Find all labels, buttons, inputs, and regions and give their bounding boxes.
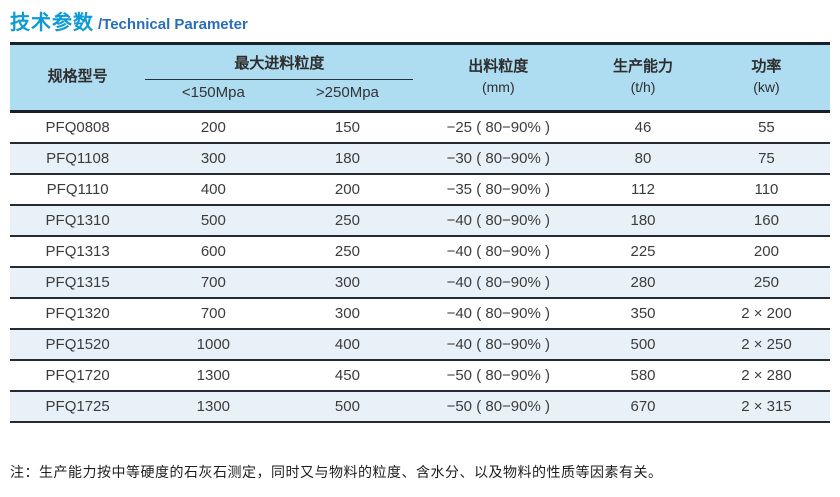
table-cell: 280: [583, 266, 703, 299]
table-row: PFQ1310 500 250 −40 ( 80−90% ) 180 160: [10, 204, 830, 237]
table-cell: 180: [281, 142, 414, 175]
table-cell: 200: [281, 173, 414, 206]
column-header-capacity-label: 生产能力: [613, 58, 674, 76]
table-cell: PFQ1313: [10, 235, 146, 268]
header-group-row: 规格型号 最大进料粒度 出料粒度 (mm) 生产能力 (t/h) 功率 (kw): [10, 43, 830, 113]
header-sub-row: <150Mpa >250Mpa: [10, 79, 830, 113]
table-row: PFQ1720 1300 450 −50 ( 80−90% ) 580 2 × 280: [10, 359, 830, 392]
table-cell: 112: [583, 173, 703, 206]
table-cell: −25 ( 80−90% ): [413, 111, 584, 144]
table-header: 规格型号 最大进料粒度 出料粒度 (mm) 生产能力 (t/h) 功率 (kw): [10, 43, 830, 113]
table-row: PFQ1520 1000 400 −40 ( 80−90% ) 500 2 × 250: [10, 328, 830, 361]
table-cell: 500: [583, 328, 703, 361]
table-cell: 150: [281, 111, 414, 144]
table-cell: PFQ1720: [10, 359, 146, 392]
table-cell: −50 ( 80−90% ): [413, 359, 584, 392]
table-cell: 46: [583, 111, 703, 144]
table-cell: 400: [145, 173, 282, 206]
table-cell: −40 ( 80−90% ): [413, 328, 584, 361]
column-header-over-250mpa: >250Mpa: [281, 79, 414, 113]
column-header-power: 功率 (kw): [702, 43, 830, 113]
table-cell: PFQ1320: [10, 297, 146, 330]
table-cell: 1000: [145, 328, 282, 361]
table-cell: 250: [281, 235, 414, 268]
table-cell: 1300: [145, 359, 282, 392]
table-cell: 300: [281, 297, 414, 330]
table-cell: 55: [702, 111, 830, 144]
table-cell: 450: [281, 359, 414, 392]
table-cell: 500: [281, 390, 414, 423]
table-cell: 160: [702, 204, 830, 237]
footnote: 注：生产能力按中等硬度的石灰石测定，同时又与物料的粒度、含水分、以及物料的性质等…: [10, 464, 663, 480]
table-row: PFQ0808 200 150 −25 ( 80−90% ) 46 55: [10, 111, 830, 144]
table-cell: 700: [145, 266, 282, 299]
column-header-output-size-label: 出料粒度: [468, 58, 529, 76]
table-row: PFQ1313 600 250 −40 ( 80−90% ) 225 200: [10, 235, 830, 268]
table-cell: PFQ1725: [10, 390, 146, 423]
column-header-power-label: 功率: [751, 58, 782, 76]
table-cell: 225: [583, 235, 703, 268]
table-cell: 300: [145, 142, 282, 175]
table-cell: 250: [702, 266, 830, 299]
column-header-power-unit: (kw): [753, 78, 780, 95]
table-cell: −35 ( 80−90% ): [413, 173, 584, 206]
table-cell: 670: [583, 390, 703, 423]
table-cell: PFQ1520: [10, 328, 146, 361]
table-row: PFQ1725 1300 500 −50 ( 80−90% ) 670 2 × 315: [10, 390, 830, 423]
table-cell: 200: [702, 235, 830, 268]
column-header-capacity-unit: (t/h): [630, 78, 656, 95]
table-cell: 200: [145, 111, 282, 144]
table-cell: −40 ( 80−90% ): [413, 297, 584, 330]
table-cell: 350: [583, 297, 703, 330]
table-cell: 80: [583, 142, 703, 175]
column-header-under-150mpa: <150Mpa: [145, 79, 282, 113]
column-header-max-feed-size: 最大进料粒度: [145, 43, 414, 80]
technical-parameter-table: 规格型号 最大进料粒度 出料粒度 (mm) 生产能力 (t/h) 功率 (kw): [10, 42, 830, 423]
column-header-model: 规格型号: [10, 43, 146, 113]
table-row: PFQ1320 700 300 −40 ( 80−90% ) 350 2 × 200: [10, 297, 830, 330]
table-cell: PFQ1315: [10, 266, 146, 299]
page-title-english: /Technical Parameter: [98, 16, 248, 33]
table-cell: 600: [145, 235, 282, 268]
table-cell: 110: [702, 173, 830, 206]
table-cell: −40 ( 80−90% ): [413, 235, 584, 268]
table-body: PFQ0808 200 150 −25 ( 80−90% ) 46 55 PFQ1108 30…: [10, 111, 830, 423]
table-cell: PFQ1110: [10, 173, 146, 206]
table-cell: 700: [145, 297, 282, 330]
table-cell: 75: [702, 142, 830, 175]
table-cell: 2 × 200: [702, 297, 830, 330]
table-cell: −40 ( 80−90% ): [413, 266, 584, 299]
page-title-chinese: 技术参数: [10, 12, 94, 34]
table-cell: −40 ( 80−90% ): [413, 204, 584, 237]
table-cell: PFQ0808: [10, 111, 146, 144]
table-cell: PFQ1310: [10, 204, 146, 237]
table-cell: −50 ( 80−90% ): [413, 390, 584, 423]
technical-parameter-table-wrap: 规格型号 最大进料粒度 出料粒度 (mm) 生产能力 (t/h) 功率 (kw): [10, 42, 830, 423]
table-cell: −30 ( 80−90% ): [413, 142, 584, 175]
table-row: PFQ1110 400 200 −35 ( 80−90% ) 112 110: [10, 173, 830, 206]
table-cell: 400: [281, 328, 414, 361]
page-title: 技术参数/Technical Parameter: [10, 6, 248, 35]
table-cell: 2 × 280: [702, 359, 830, 392]
column-header-output-size-unit: (mm): [481, 78, 515, 95]
table-cell: PFQ1108: [10, 142, 146, 175]
table-row: PFQ1315 700 300 −40 ( 80−90% ) 280 250: [10, 266, 830, 299]
column-header-output-size: 出料粒度 (mm): [413, 43, 584, 113]
column-header-capacity: 生产能力 (t/h): [583, 43, 703, 113]
table-cell: 1300: [145, 390, 282, 423]
table-cell: 500: [145, 204, 282, 237]
table-row: PFQ1108 300 180 −30 ( 80−90% ) 80 75: [10, 142, 830, 175]
table-cell: 250: [281, 204, 414, 237]
table-cell: 580: [583, 359, 703, 392]
table-cell: 2 × 250: [702, 328, 830, 361]
table-cell: 180: [583, 204, 703, 237]
table-cell: 2 × 315: [702, 390, 830, 423]
table-cell: 300: [281, 266, 414, 299]
